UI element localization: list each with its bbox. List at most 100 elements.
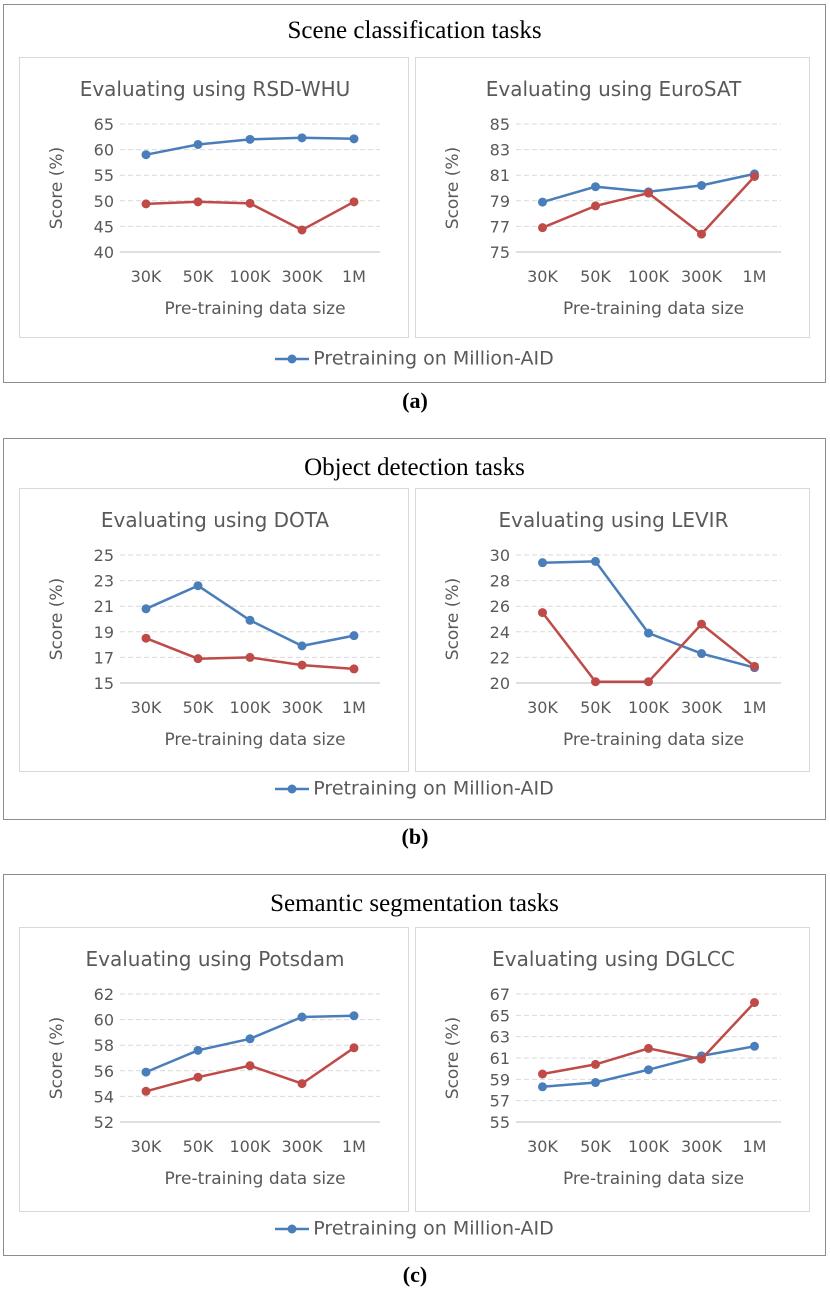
data-point-red bbox=[538, 1069, 547, 1079]
y-tick-label: 65 bbox=[490, 1006, 510, 1025]
chart-svg: Evaluating using Potsdam 52 54 56 58 60 62 30K 5… bbox=[47, 947, 380, 1189]
y-tick-label: 26 bbox=[490, 597, 510, 616]
y-tick-label: 79 bbox=[490, 192, 510, 211]
y-axis-title: Score (%) bbox=[443, 578, 463, 660]
data-point-blue bbox=[750, 1041, 759, 1051]
y-axis-title: Score (%) bbox=[443, 147, 463, 229]
data-point-blue bbox=[297, 133, 307, 143]
y-tick-label: 23 bbox=[94, 572, 114, 591]
panel-title: Object detection tasks bbox=[304, 454, 525, 481]
chart-dglcc: Evaluating using DGLCC 55 57 59 61 63 65 67 30K 5… bbox=[415, 927, 810, 1212]
x-tick-label: 1M bbox=[342, 698, 366, 717]
x-tick-label: 300K bbox=[681, 698, 723, 717]
data-point-red bbox=[193, 1072, 203, 1082]
y-tick-label: 21 bbox=[94, 597, 114, 616]
series-line-blue bbox=[542, 560, 755, 669]
y-tick-label: 57 bbox=[490, 1092, 510, 1111]
chart-svg: Evaluating using DOTA 15 17 19 21 23 25 30K 50K 1… bbox=[47, 508, 380, 750]
chart-title: Evaluating using DOTA bbox=[101, 508, 330, 532]
data-point-blue bbox=[591, 1078, 600, 1088]
y-axis-title: Score (%) bbox=[443, 1017, 463, 1099]
data-point-blue bbox=[245, 615, 255, 625]
legend: Pretraining on Million-AID bbox=[4, 1217, 825, 1240]
data-point-red bbox=[141, 199, 151, 209]
series-line-red bbox=[541, 611, 756, 683]
data-point-blue bbox=[297, 1012, 307, 1022]
legend-marker-icon bbox=[275, 1224, 310, 1233]
data-point-blue bbox=[193, 1045, 203, 1055]
y-tick-label: 85 bbox=[490, 115, 510, 134]
y-tick-label: 24 bbox=[490, 623, 510, 642]
legend-marker-icon bbox=[275, 354, 310, 363]
y-axis-title: Score (%) bbox=[47, 578, 67, 660]
data-point-blue bbox=[591, 182, 600, 192]
data-point-red bbox=[591, 201, 600, 211]
x-tick-label: 100K bbox=[628, 698, 670, 717]
data-point-blue bbox=[245, 1034, 255, 1044]
chart-svg: Evaluating using DGLCC 55 57 59 61 63 65 67 30K 5… bbox=[443, 947, 781, 1189]
chart-title: Evaluating using DGLCC bbox=[492, 947, 735, 971]
panel-title: Semantic segmentation tasks bbox=[270, 890, 559, 917]
y-tick-label: 55 bbox=[94, 166, 114, 185]
x-tick-label: 300K bbox=[281, 267, 323, 286]
x-tick-label: 30K bbox=[131, 267, 162, 286]
x-axis-title: Pre-training data size bbox=[164, 1169, 345, 1189]
y-tick-label: 15 bbox=[94, 674, 114, 693]
data-point-blue bbox=[349, 1011, 359, 1021]
chart-rsd-whu: Evaluating using RSD-WHU 40 45 50 55 60 65 30K 5… bbox=[19, 57, 409, 338]
y-tick-label: 63 bbox=[490, 1028, 510, 1047]
y-tick-label: 17 bbox=[94, 648, 114, 667]
x-tick-label: 30K bbox=[527, 267, 558, 286]
x-tick-label: 50K bbox=[580, 698, 611, 717]
y-tick-label: 25 bbox=[94, 546, 114, 565]
x-axis-title: Pre-training data size bbox=[164, 730, 345, 750]
y-tick-label: 19 bbox=[94, 623, 114, 642]
data-point-blue bbox=[644, 1065, 653, 1075]
data-point-red bbox=[750, 998, 759, 1008]
data-point-red bbox=[297, 660, 307, 670]
data-point-red bbox=[591, 677, 600, 687]
x-tick-label: 50K bbox=[580, 267, 611, 286]
x-tick-label: 30K bbox=[527, 698, 558, 717]
data-point-blue bbox=[245, 134, 255, 144]
x-tick-label: 300K bbox=[281, 1137, 323, 1156]
data-point-blue bbox=[591, 556, 600, 566]
chart-eurosat: Evaluating using EuroSAT 75 77 79 81 83 85 30K 5… bbox=[415, 57, 810, 338]
x-axis-title: Pre-training data size bbox=[563, 1169, 744, 1189]
chart-title: Evaluating using LEVIR bbox=[499, 508, 729, 532]
y-tick-label: 56 bbox=[94, 1062, 114, 1081]
x-tick-label: 1M bbox=[743, 267, 767, 286]
data-point-red bbox=[297, 225, 307, 235]
data-point-red bbox=[297, 1079, 307, 1089]
y-tick-label: 67 bbox=[490, 985, 510, 1004]
x-tick-label: 1M bbox=[743, 1137, 767, 1156]
data-point-blue bbox=[141, 1067, 151, 1077]
x-axis-title: Pre-training data size bbox=[563, 730, 744, 750]
x-tick-label: 1M bbox=[342, 1137, 366, 1156]
data-point-red bbox=[141, 633, 151, 643]
panel-scene-classification: Scene classification tasks Evaluating us… bbox=[3, 4, 826, 383]
chart-title: Evaluating using Potsdam bbox=[85, 947, 344, 971]
data-point-blue bbox=[141, 604, 151, 614]
caption-c: (c) bbox=[402, 1262, 428, 1287]
data-point-blue bbox=[697, 649, 706, 659]
chart-title: Evaluating using RSD-WHU bbox=[80, 77, 351, 101]
legend: Pretraining on Million-AID bbox=[4, 777, 825, 800]
y-tick-label: 55 bbox=[490, 1113, 510, 1132]
data-point-red bbox=[697, 1054, 706, 1064]
data-point-red bbox=[245, 198, 255, 208]
chart-dota: Evaluating using DOTA 15 17 19 21 23 25 30K 50K 1… bbox=[19, 488, 409, 772]
x-tick-label: 30K bbox=[131, 1137, 162, 1156]
y-tick-label: 62 bbox=[94, 985, 114, 1004]
data-point-blue bbox=[193, 139, 203, 149]
panel-title: Scene classification tasks bbox=[287, 17, 542, 44]
data-point-blue bbox=[141, 150, 151, 160]
y-tick-label: 40 bbox=[94, 243, 114, 262]
y-tick-label: 54 bbox=[94, 1087, 114, 1106]
data-point-blue bbox=[644, 628, 653, 638]
data-point-red bbox=[644, 1043, 653, 1053]
data-point-red bbox=[538, 223, 547, 233]
x-axis-title: Pre-training data size bbox=[563, 299, 744, 319]
legend-label: Pretraining on Million-AID bbox=[313, 347, 554, 370]
y-tick-label: 81 bbox=[490, 166, 510, 185]
